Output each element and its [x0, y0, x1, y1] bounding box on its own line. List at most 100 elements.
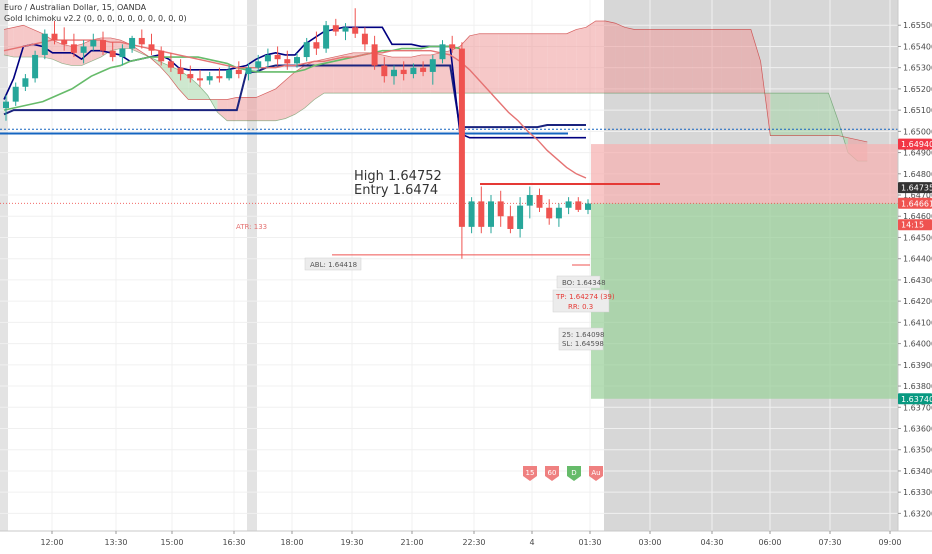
timeframe-button-d[interactable]: D [567, 466, 581, 481]
cloud-segment [304, 61, 315, 108]
candle [420, 61, 427, 77]
cloud-segment [421, 54, 431, 94]
candle [177, 59, 184, 81]
cloud-segment [227, 97, 237, 121]
candle [129, 35, 136, 53]
cloud-segment [527, 33, 538, 94]
green-moving-average [3, 45, 461, 111]
timeframe-button-au[interactable]: Au [589, 466, 603, 481]
sl-label: SL: 1.64598 [562, 340, 604, 348]
timeframe-button-label[interactable]: 60 [548, 469, 557, 477]
cloud-segment [780, 93, 790, 136]
price-badge-bg [898, 182, 932, 194]
price-badge-text: 1.64735 [901, 184, 932, 193]
time-axis-bg[interactable] [0, 531, 932, 550]
tp-label: TP: 1.64274 (39) [555, 293, 615, 301]
candle [410, 63, 417, 79]
symbol-title[interactable]: Euro / Australian Dollar, 15, OANDA [4, 3, 147, 12]
note-box [556, 275, 601, 289]
candle-body [109, 50, 116, 58]
price-axis[interactable]: 1.65500 1.65400 1.65300 1.65200 1.65100 1.650… [897, 0, 932, 531]
candle-body [255, 61, 262, 68]
price-tick-label: 1.64500 [903, 233, 932, 242]
candle [294, 52, 300, 68]
cloud-segment [789, 93, 800, 136]
candle [41, 29, 48, 60]
candle-body [294, 57, 300, 64]
candle-body [458, 48, 465, 227]
cloud-segment [353, 52, 363, 94]
chart-header: Euro / Australian Dollar, 15, OANDA Gold… [4, 2, 187, 24]
timeframe-button-shape[interactable] [545, 466, 559, 481]
price-tick-label: 1.63200 [903, 509, 932, 518]
candle [90, 33, 97, 51]
cloud-segment [673, 29, 683, 94]
cloud-segment [401, 57, 412, 94]
candle [255, 54, 262, 72]
ichimoku-cloud [3, 20, 868, 162]
note-box [558, 327, 604, 351]
price-tick-label: 1.65300 [903, 64, 932, 73]
candle [381, 57, 388, 83]
candle-body [352, 27, 359, 34]
timeframe-button-label[interactable]: 15 [526, 469, 535, 477]
time-axis[interactable]: 12:00 13:30 15:00 16:30 18:00 19:30 21:00 22:30… [0, 530, 932, 550]
candle [507, 205, 514, 234]
price-axis-bg[interactable] [898, 0, 932, 531]
candle-body [410, 67, 417, 75]
candle [342, 23, 349, 41]
stop-zone [591, 144, 898, 204]
candle-body [61, 40, 68, 45]
time-tick-label: 01:30 [578, 538, 601, 547]
candle [158, 46, 165, 66]
cloud-segment [178, 69, 189, 100]
candle-body [167, 61, 174, 68]
cloud-segment [62, 44, 72, 66]
cloud-segment [683, 29, 693, 94]
candle-body [361, 33, 368, 45]
trade-zones [591, 144, 898, 399]
candle-body [206, 76, 213, 81]
time-tick-label: 21:00 [400, 538, 423, 547]
candle [400, 61, 407, 81]
candle [235, 61, 242, 79]
candle [32, 50, 39, 83]
candle-body [313, 42, 320, 49]
timeframe-button-shape[interactable] [567, 466, 581, 481]
timeframe-button-label[interactable]: Au [591, 469, 600, 477]
cloud-segment [634, 29, 645, 94]
candle-body [507, 216, 514, 229]
timeframe-button-15[interactable]: 15 [523, 466, 537, 481]
cloud-segment [52, 40, 63, 64]
indicator-title[interactable]: Gold Ichimoku v2.2 (0, 0, 0, 0, 0, 0, 0,… [4, 14, 187, 23]
candle [303, 37, 310, 62]
candle-body [323, 25, 330, 49]
timeframe-button-60[interactable]: 60 [545, 466, 559, 481]
candle-body [332, 25, 339, 32]
price-tick-label: 1.63500 [903, 446, 932, 455]
candle [536, 188, 543, 212]
timeframe-button-shape[interactable] [523, 466, 537, 481]
price-tick-label: 1.63800 [903, 382, 932, 391]
candle [206, 71, 213, 85]
candle-body [575, 201, 582, 210]
timeframe-button-label[interactable]: D [571, 469, 576, 477]
price-badge-bg [898, 197, 932, 209]
timeframe-button-shape[interactable] [589, 466, 603, 481]
cloud-segment [615, 23, 625, 94]
candle [371, 35, 378, 70]
candle-body [187, 74, 194, 79]
candle-body [235, 69, 242, 75]
candle [449, 35, 456, 53]
candle [167, 52, 174, 72]
cloud-segment [721, 29, 732, 94]
candle-body [3, 101, 9, 108]
candle-body [177, 67, 184, 75]
candle [361, 27, 368, 51]
price-badge: 14:15 [898, 219, 932, 231]
price-tick-label: 1.65400 [903, 42, 932, 51]
cloud-segment [256, 93, 266, 121]
time-tick-label: 04:30 [700, 538, 723, 547]
